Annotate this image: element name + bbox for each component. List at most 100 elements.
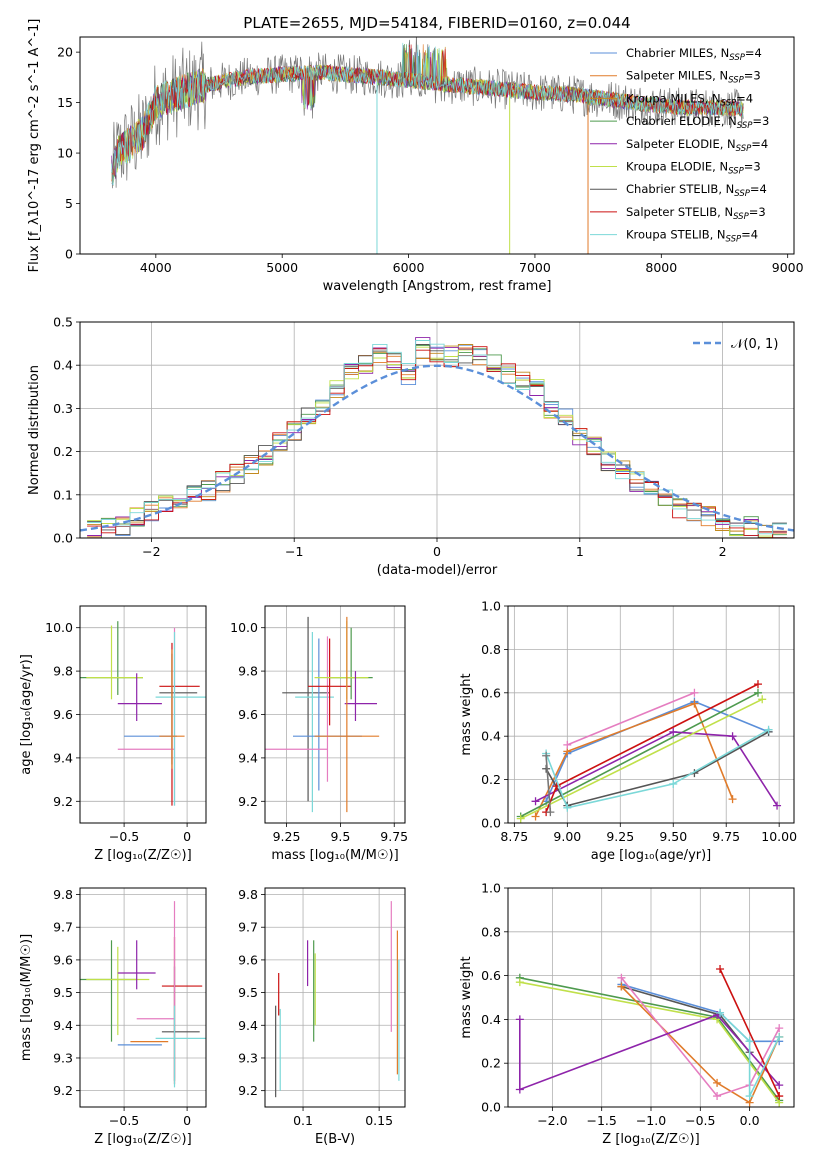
x-tick-label: 7000 xyxy=(519,260,551,275)
axes-frame xyxy=(264,887,406,1108)
x-tick-label: 0.15 xyxy=(365,1113,393,1128)
y-axis-label: age [log₁₀(age/yr)] xyxy=(19,654,34,775)
axes-mass_weight_vs_Z: −2.0 −1.5 −1.0 −0.5 0.0 0.0 0.2 0.4 0.6 0.8 1.0 Z [… xyxy=(459,881,795,1147)
axes-frame xyxy=(264,605,406,824)
weight-line xyxy=(620,985,780,1104)
y-tick-label: 9.6 xyxy=(238,707,258,722)
axes-frame xyxy=(79,321,795,539)
x-tick-label: 0.0 xyxy=(740,1113,760,1128)
weight-marker xyxy=(531,797,540,806)
plot-area-residuals xyxy=(80,337,794,538)
plot-area-mass_weight_vs_age xyxy=(516,680,782,823)
residual-histogram xyxy=(87,344,787,538)
y-tick-label: 20 xyxy=(57,45,73,60)
plot-area-age_vs_mass xyxy=(265,616,380,813)
y-tick-label: 9.4 xyxy=(238,1018,258,1033)
plot-area-spectrum xyxy=(111,37,744,254)
normal-curve xyxy=(80,364,794,532)
weight-line xyxy=(545,755,552,813)
axes-frame xyxy=(507,605,795,824)
y-tick-label: 0.6 xyxy=(481,968,501,983)
y-tick-label: 9.4 xyxy=(53,1018,73,1033)
y-tick-label: 0.0 xyxy=(481,1100,501,1115)
y-tick-label: 0.4 xyxy=(481,1012,501,1027)
y-tick-label: 10.0 xyxy=(230,620,258,635)
x-tick-label: −1.5 xyxy=(587,1113,617,1128)
weight-line xyxy=(545,729,769,809)
x-tick-label: 9000 xyxy=(772,260,804,275)
y-tick-label: 9.8 xyxy=(238,887,258,902)
weight-line xyxy=(719,1012,780,1097)
axes-residuals: −2 −1 0 1 2 0.0 0.1 0.2 0.3 0.4 0.5 (data-model)/er… xyxy=(27,315,795,578)
weight-marker xyxy=(563,740,572,749)
weight-marker xyxy=(753,688,762,697)
weight-line xyxy=(566,692,695,746)
weight-marker xyxy=(531,812,540,821)
x-tick-label: −1.0 xyxy=(636,1113,666,1128)
weight-marker xyxy=(669,779,678,788)
y-tick-label: 1.0 xyxy=(481,599,501,614)
x-tick-label: 9.00 xyxy=(553,829,581,844)
weight-marker xyxy=(716,1008,725,1017)
weight-marker xyxy=(713,1092,722,1101)
y-tick-label: 9.8 xyxy=(238,664,258,679)
y-tick-label: 10 xyxy=(57,146,73,161)
y-tick-label: 0.2 xyxy=(481,772,501,787)
legend-entry-normal: 𝒩(0, 1) xyxy=(731,337,778,352)
x-tick-label: 9.25 xyxy=(606,829,634,844)
x-tick-label: 8.75 xyxy=(500,829,528,844)
x-tick-label: −1 xyxy=(285,544,303,559)
y-tick-label: 9.3 xyxy=(238,1050,258,1065)
weight-marker xyxy=(716,965,725,974)
y-tick-label: 9.5 xyxy=(238,985,258,1000)
weight-marker xyxy=(728,795,737,804)
plot-area-mass_vs_EBV xyxy=(275,901,400,1098)
y-tick-label: 0.2 xyxy=(53,444,73,459)
x-axis-label: Z [log₁₀(Z/Z☉)] xyxy=(94,1132,191,1147)
y-tick-label: 9.2 xyxy=(238,794,258,809)
spectrum-line xyxy=(111,48,744,175)
x-tick-label: 0.1 xyxy=(293,1113,313,1128)
x-tick-label: 10.00 xyxy=(761,829,797,844)
y-tick-label: 10.0 xyxy=(45,620,73,635)
weight-line xyxy=(520,692,759,818)
y-tick-label: 0.6 xyxy=(481,685,501,700)
legend-entry: Salpeter STELIB, NSSP=3 xyxy=(626,205,766,222)
weight-marker xyxy=(546,808,555,817)
y-axis-label: mass weight xyxy=(459,956,474,1038)
y-tick-label: 1.0 xyxy=(481,881,501,896)
weight-line xyxy=(535,731,778,807)
axes-spectrum: 4000 5000 6000 7000 8000 9000 0 5 10 15 20 waveleng… xyxy=(27,19,804,294)
weight-line xyxy=(519,981,780,1104)
y-tick-label: 9.4 xyxy=(53,750,73,765)
y-tick-label: 0.8 xyxy=(481,642,501,657)
y-tick-label: 0.2 xyxy=(481,1056,501,1071)
x-axis-label: (data-model)/error xyxy=(377,563,498,578)
x-tick-label: −2 xyxy=(142,544,160,559)
x-tick-label: 0 xyxy=(433,544,441,559)
x-tick-label: −2.0 xyxy=(537,1113,567,1128)
x-tick-label: 6000 xyxy=(393,260,425,275)
axes-age_vs_mass: 9.25 9.5 9.75 9.2 9.4 9.6 9.8 10.0 mass [log₁₀(M… xyxy=(230,605,408,863)
weight-marker xyxy=(542,751,551,760)
weight-marker xyxy=(713,1078,722,1087)
y-tick-label: 0.0 xyxy=(481,816,501,831)
weight-marker xyxy=(775,1024,784,1033)
residual-histogram xyxy=(87,347,787,538)
weight-marker xyxy=(758,695,767,704)
y-tick-label: 0.1 xyxy=(53,487,73,502)
y-tick-label: 0.0 xyxy=(53,531,73,546)
y-axis-label: mass [log₁₀(M/M☉)] xyxy=(19,934,34,1061)
weight-line xyxy=(534,702,734,817)
weight-line xyxy=(519,977,780,1101)
x-tick-label: −0.5 xyxy=(109,829,139,844)
weight-marker xyxy=(775,1092,784,1101)
y-tick-label: 5 xyxy=(65,196,73,211)
weight-line xyxy=(620,977,780,1097)
weight-marker xyxy=(690,688,699,697)
weight-marker xyxy=(563,803,572,812)
weight-marker xyxy=(690,699,699,708)
y-tick-label: 9.4 xyxy=(238,750,258,765)
y-tick-label: 0.4 xyxy=(481,729,501,744)
